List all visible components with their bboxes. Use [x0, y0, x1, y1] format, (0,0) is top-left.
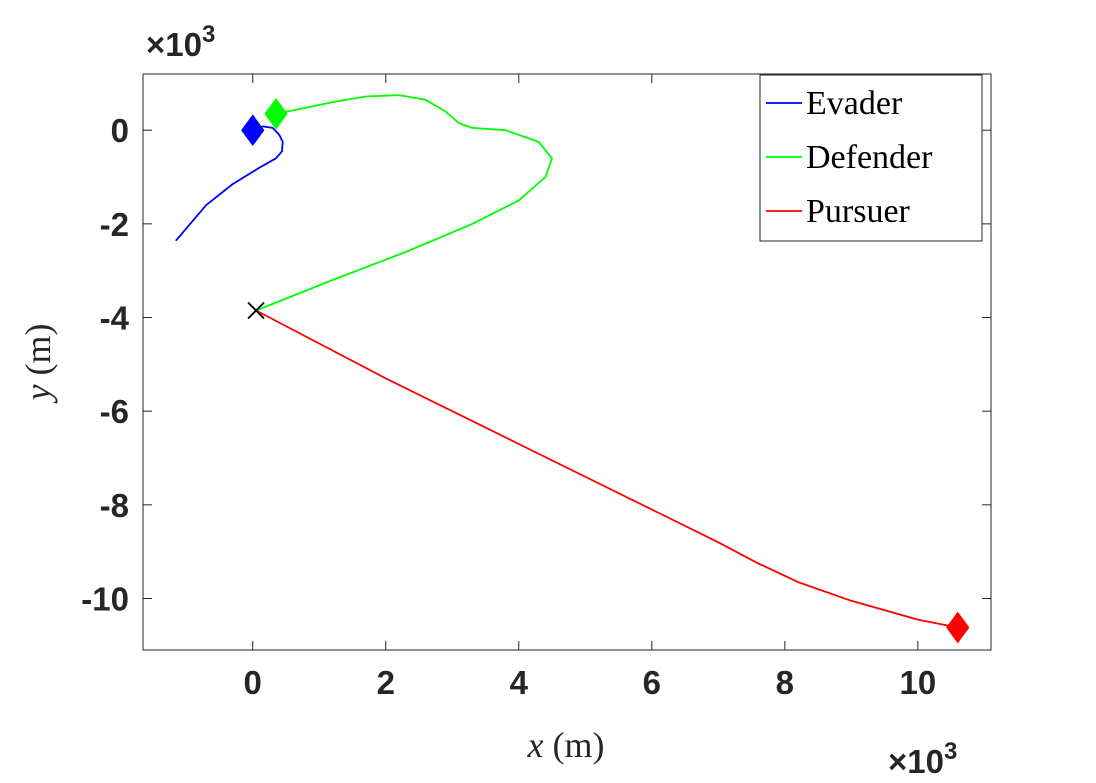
y-axis-label: y (m) [18, 324, 58, 404]
series-line-evader [175, 125, 284, 242]
y-tick-label: 0 [111, 112, 129, 149]
legend-label-evader: Evader [806, 85, 903, 122]
start-marker-defender [264, 97, 288, 130]
start-marker-pursuer [946, 611, 970, 644]
y-axis-multiplier: ×103 [146, 21, 215, 63]
intercept-marker [247, 301, 265, 320]
x-axis-multiplier: ×103 [888, 738, 957, 780]
x-tick-label: 10 [899, 664, 936, 701]
legend: Evader Defender Pursuer [759, 74, 983, 242]
x-tick-label: 6 [643, 664, 661, 701]
y-tick-label: -4 [100, 300, 130, 337]
x-tick-label: 8 [776, 664, 794, 701]
y-tick-label: -6 [100, 393, 129, 430]
x-tick-label: 4 [510, 664, 529, 701]
x-tick-label: 0 [244, 664, 262, 701]
y-tick-label: -8 [100, 487, 129, 524]
series-layer [175, 94, 959, 629]
legend-label-pursuer: Pursuer [806, 193, 911, 230]
series-line-defender [255, 94, 553, 312]
start-marker-evader [241, 114, 265, 147]
ticks-layer: 0 2 4 6 8 10 0 -2 -4 -6 -8 -10 [81, 74, 991, 701]
legend-label-defender: Defender [806, 139, 933, 176]
y-tick-label: -2 [100, 206, 129, 243]
x-tick-label: 2 [377, 664, 395, 701]
y-tick-label: -10 [81, 580, 129, 617]
series-line-pursuer [255, 309, 959, 629]
markers-layer [241, 97, 970, 644]
x-axis-label: x (m) [527, 725, 605, 765]
